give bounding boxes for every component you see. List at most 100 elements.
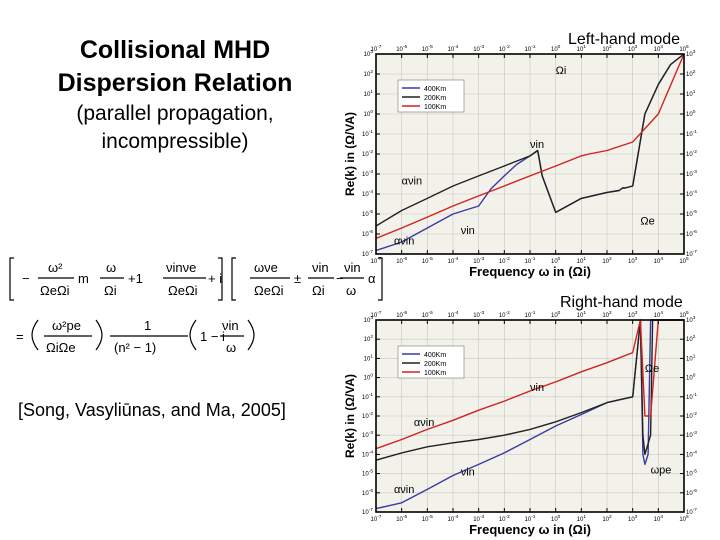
- y-tick-label-right: 10-4: [686, 189, 697, 198]
- x-axis-label: Frequency ω in (Ωi): [469, 522, 591, 537]
- y-tick-label: 10-3: [362, 430, 373, 439]
- y-tick-label-right: 101: [686, 353, 696, 362]
- x-tick-label-top: 10-2: [499, 310, 510, 319]
- svg-text:ω: ω: [106, 260, 116, 275]
- y-tick-label-right: 103: [686, 315, 696, 324]
- svg-text:ω²: ω²: [48, 260, 63, 275]
- annotation-label: Ωe: [640, 215, 654, 227]
- svg-text:νin: νin: [344, 260, 361, 275]
- svg-text:νin: νin: [222, 318, 239, 333]
- x-tick-label: 104: [654, 256, 664, 265]
- annotation-label: ανin: [394, 235, 414, 247]
- annotation-label: ανin: [414, 417, 434, 429]
- legend-entry: 100Km: [424, 104, 446, 111]
- x-tick-label-top: 103: [628, 44, 638, 53]
- legend-entry: 200Km: [424, 361, 446, 368]
- x-tick-label-top: 10-6: [396, 310, 407, 319]
- y-tick-label: 10-7: [362, 249, 373, 258]
- legend-entry: 400Km: [424, 86, 446, 93]
- annotation-label: ανin: [402, 175, 422, 187]
- svg-text:Ωi: Ωi: [312, 283, 325, 298]
- y-tick-label-right: 10-7: [686, 249, 697, 258]
- x-tick-label-top: 104: [654, 310, 664, 319]
- x-tick-label: 10-1: [525, 514, 536, 523]
- x-tick-label-top: 10-7: [371, 310, 382, 319]
- x-tick-label: 100: [551, 514, 561, 523]
- y-tick-label-right: 10-1: [686, 392, 697, 401]
- y-tick-label: 102: [364, 334, 374, 343]
- annotation-label: ωpe: [651, 465, 672, 477]
- title-line-2: Dispersion Relation: [57, 69, 293, 97]
- annotation-label: νin: [461, 466, 475, 478]
- eq-alpha: α: [368, 271, 376, 286]
- svg-text:ΩeΩi: ΩeΩi: [168, 283, 198, 298]
- y-tick-label-right: 10-4: [686, 449, 697, 458]
- x-tick-label: 10-5: [422, 514, 433, 523]
- y-tick-label-right: 10-7: [686, 507, 697, 516]
- svg-text:ΩeΩi: ΩeΩi: [254, 283, 284, 298]
- left-hand-mode-title: Left-hand mode: [568, 31, 681, 48]
- y-tick-label: 101: [364, 89, 374, 98]
- y-tick-label: 103: [364, 49, 374, 58]
- series-400Km-line: [375, 319, 684, 510]
- annotation-label: Ωe: [645, 363, 659, 375]
- x-tick-label: 10-7: [371, 514, 382, 523]
- x-tick-label-top: 102: [602, 44, 612, 53]
- x-tick-label-top: 101: [577, 310, 587, 319]
- slide-title: Collisional MHD Dispersion Relation: [20, 34, 330, 100]
- x-tick-label-top: 102: [602, 310, 612, 319]
- y-tick-label-right: 10-2: [686, 411, 697, 420]
- svg-text:ω: ω: [226, 340, 236, 355]
- x-tick-label-top: 10-1: [525, 44, 536, 53]
- x-tick-label-top: 100: [551, 44, 561, 53]
- y-tick-label-right: 10-1: [686, 129, 697, 138]
- eq-one-minus-i: 1 − i: [200, 329, 225, 344]
- svg-text:ΩeΩi: ΩeΩi: [40, 283, 70, 298]
- dispersion-equation: − ω² ΩeΩi m ω Ωi +1 νinνe ΩeΩi + i ωνe Ω…: [9, 257, 383, 355]
- legend-entry: 400Km: [424, 352, 446, 359]
- x-tick-label: 10-6: [396, 514, 407, 523]
- x-tick-label-top: 10-2: [499, 44, 510, 53]
- x-tick-label: 10-1: [525, 256, 536, 265]
- y-tick-label-right: 100: [686, 373, 696, 382]
- citation: [Song, Vasyliūnas, and Ma, 2005]: [18, 400, 286, 420]
- series-200Km-line: [375, 53, 685, 227]
- svg-text:Ωi: Ωi: [104, 283, 117, 298]
- annotation-label: νin: [530, 382, 544, 394]
- x-tick-label: 10-5: [422, 256, 433, 265]
- y-tick-label: 10-4: [362, 189, 373, 198]
- y-tick-label: 10-6: [362, 488, 373, 497]
- x-tick-label-top: 10-1: [525, 310, 536, 319]
- annotation-label: νin: [530, 139, 544, 151]
- y-tick-label-right: 10-6: [686, 488, 697, 497]
- svg-text:νinνe: νinνe: [166, 260, 196, 275]
- x-tick-label-top: 10-6: [396, 44, 407, 53]
- x-tick-label: 101: [577, 514, 587, 523]
- svg-text:ωνe: ωνe: [254, 260, 278, 275]
- svg-text:−: −: [22, 271, 30, 286]
- title-line-1: Collisional MHD: [79, 36, 271, 64]
- x-tick-label-top: 10-3: [473, 44, 484, 53]
- y-axis-label: Re(k) in (Ω/VA): [343, 112, 357, 196]
- y-tick-label: 10-7: [362, 507, 373, 516]
- legend: 400Km 200Km 100Km: [397, 79, 465, 113]
- legend: 400Km 200Km 100Km: [397, 345, 465, 379]
- y-tick-label-right: 10-5: [686, 469, 697, 478]
- svg-text:1: 1: [144, 318, 151, 333]
- series-100Km-line: [375, 319, 684, 450]
- x-tick-label: 105: [679, 256, 689, 265]
- x-tick-label-top: 10-4: [448, 310, 459, 319]
- x-tick-label-top: 105: [679, 44, 689, 53]
- x-tick-label: 104: [654, 514, 664, 523]
- x-tick-label: 10-2: [499, 256, 510, 265]
- y-tick-label: 100: [364, 109, 374, 118]
- x-tick-label: 10-6: [396, 256, 407, 265]
- y-tick-label-right: 101: [686, 89, 696, 98]
- eq-plus-one: +1: [128, 271, 143, 286]
- y-tick-label-right: 102: [686, 69, 696, 78]
- right-hand-mode-chart: 10-710-710-610-610-510-510-410-410-310-3…: [343, 310, 697, 537]
- eq-plus-minus: ±: [294, 271, 301, 286]
- y-tick-label: 10-2: [362, 149, 373, 158]
- x-tick-label-top: 10-5: [422, 44, 433, 53]
- x-tick-label-top: 101: [577, 44, 587, 53]
